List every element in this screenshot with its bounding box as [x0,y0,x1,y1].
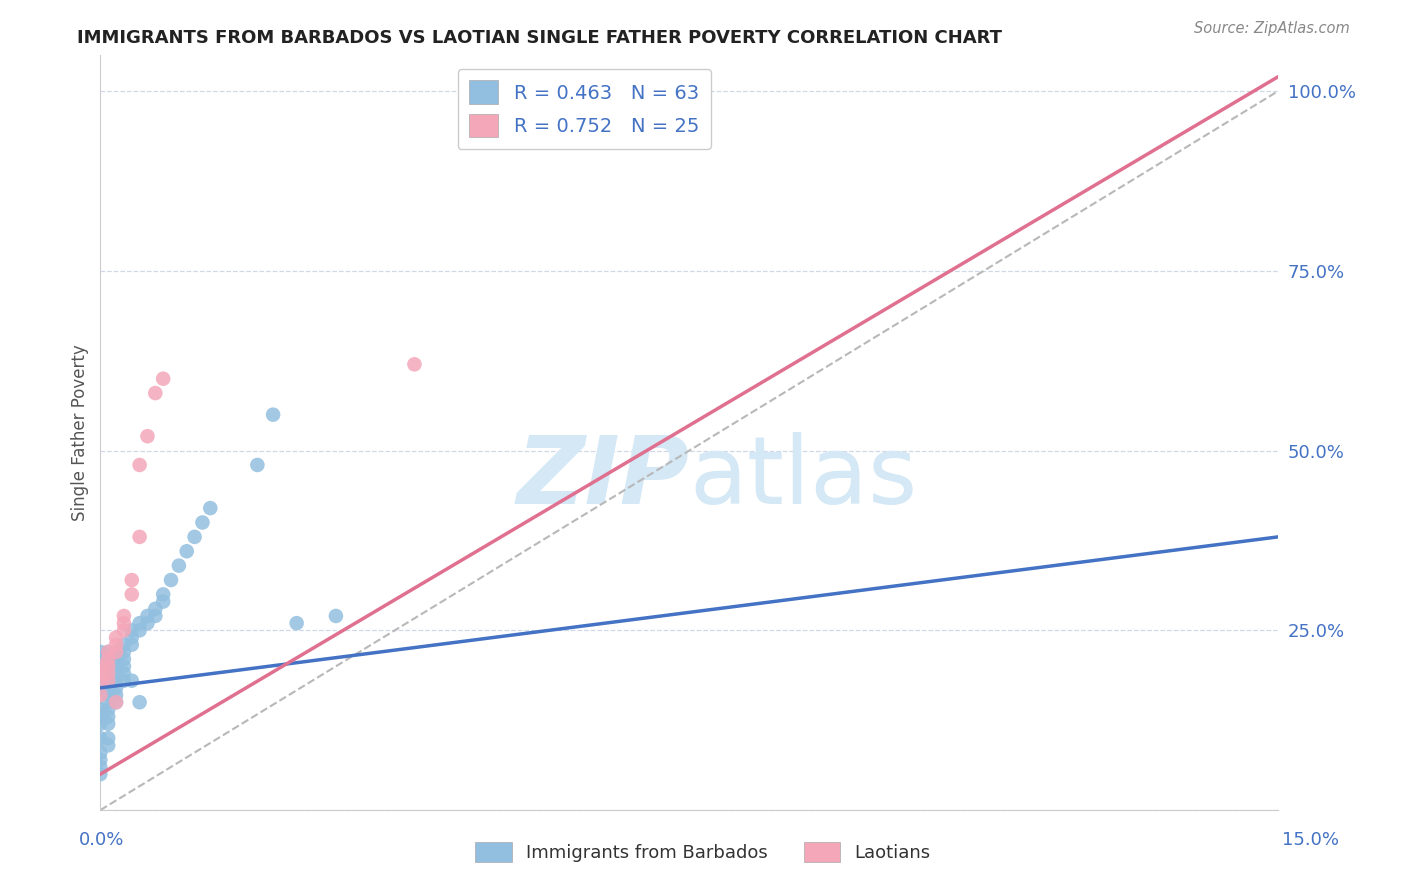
Point [97,673,120,688]
Point [246,458,269,472]
Text: 0.0%: 0.0% [79,831,124,849]
Point [89,659,111,673]
Point [152,594,174,608]
Point [97,666,120,681]
Point [97,652,120,666]
Point [121,631,143,645]
Point [121,573,143,587]
Text: ZIP: ZIP [516,432,689,524]
Point [97,645,120,659]
Point [128,616,150,631]
Point [89,767,111,781]
Point [121,587,143,601]
Point [152,587,174,601]
Point [183,530,205,544]
Point [105,695,128,709]
Point [89,716,111,731]
Point [200,501,222,516]
Point [89,673,111,688]
Point [112,624,135,638]
Legend: Immigrants from Barbados, Laotians: Immigrants from Barbados, Laotians [468,834,938,870]
Point [97,659,120,673]
Point [121,673,143,688]
Point [97,702,120,716]
Point [97,652,120,666]
Text: Source: ZipAtlas.com: Source: ZipAtlas.com [1194,21,1350,37]
Point [105,681,128,695]
Point [152,372,174,386]
Point [105,673,128,688]
Point [97,688,120,702]
Point [136,429,159,443]
Point [89,652,111,666]
Point [112,645,135,659]
Point [143,601,166,615]
Point [128,695,150,709]
Point [89,702,111,716]
Point [97,673,120,688]
Point [404,357,426,371]
Point [143,386,166,401]
Point [262,408,284,422]
Point [89,645,111,659]
Point [89,731,111,746]
Point [105,695,128,709]
Point [105,645,128,659]
Point [105,659,128,673]
Point [105,631,128,645]
Text: 15.0%: 15.0% [1282,831,1339,849]
Point [89,688,111,702]
Point [89,709,111,723]
Point [97,695,120,709]
Point [105,638,128,652]
Point [89,666,111,681]
Point [89,673,111,688]
Point [128,458,150,472]
Point [97,681,120,695]
Text: atlas: atlas [689,432,918,524]
Point [89,666,111,681]
Point [97,731,120,746]
Point [105,666,128,681]
Point [285,616,308,631]
Point [112,638,135,652]
Point [89,681,111,695]
Legend: R = 0.463   N = 63, R = 0.752   N = 25: R = 0.463 N = 63, R = 0.752 N = 25 [457,69,711,149]
Point [128,530,150,544]
Point [112,616,135,631]
Point [112,609,135,624]
Point [112,673,135,688]
Point [112,652,135,666]
Point [136,609,159,624]
Point [89,746,111,760]
Point [89,760,111,774]
Point [97,739,120,753]
Point [121,624,143,638]
Point [143,609,166,624]
Point [97,716,120,731]
Point [105,688,128,702]
Point [136,616,159,631]
Point [560,120,582,134]
Point [191,516,214,530]
Point [105,652,128,666]
Point [121,638,143,652]
Point [89,753,111,767]
Point [97,709,120,723]
Point [105,645,128,659]
Point [128,624,150,638]
Point [97,659,120,673]
Text: IMMIGRANTS FROM BARBADOS VS LAOTIAN SINGLE FATHER POVERTY CORRELATION CHART: IMMIGRANTS FROM BARBADOS VS LAOTIAN SING… [77,29,1002,46]
Point [112,659,135,673]
Point [112,666,135,681]
Point [325,609,347,624]
Point [176,544,198,558]
Point [89,659,111,673]
Point [167,558,190,573]
Y-axis label: Single Father Poverty: Single Father Poverty [72,344,89,521]
Point [97,645,120,659]
Point [160,573,183,587]
